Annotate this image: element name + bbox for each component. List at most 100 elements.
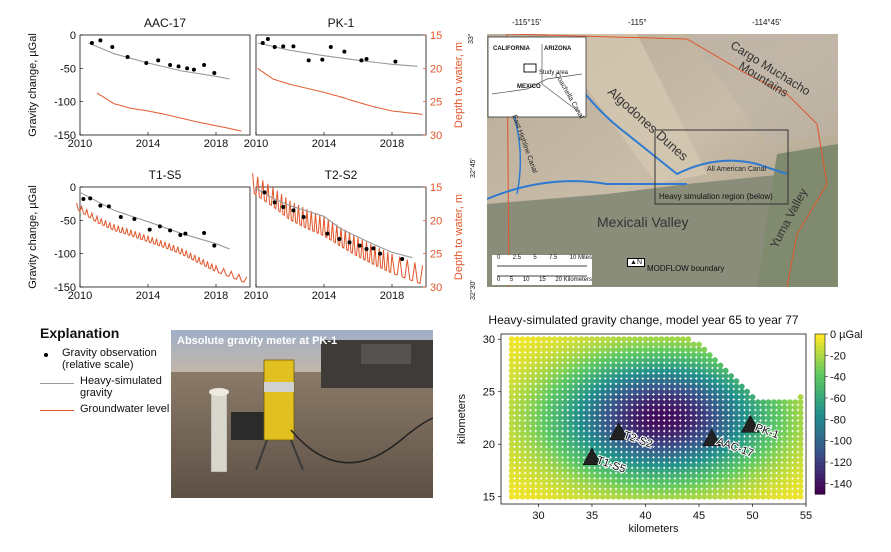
map-lat-tick-0: 33°	[468, 33, 475, 44]
gravity-observation-point	[364, 247, 369, 251]
x-tick-label: 2018	[204, 290, 228, 302]
gravity-observation-point	[320, 57, 325, 62]
map-canvas	[487, 34, 838, 287]
inset-label-mexico: MEXICO	[517, 84, 541, 90]
legend-label-observation: Gravity observation (relative scale)	[62, 347, 157, 371]
gravity-observation-point	[272, 45, 277, 49]
y-tick-label: -150	[54, 282, 76, 294]
map-lon-tick-1: -115°	[628, 18, 647, 27]
gravity-observation-point	[325, 231, 330, 236]
explanation-legend: Explanation Gravity observation (relativ…	[40, 325, 180, 415]
gravity-observation-point	[110, 45, 115, 49]
x-tick-label: 2010	[244, 138, 268, 150]
y-tick-label: -100	[54, 97, 76, 109]
gravity-observation-point	[183, 231, 188, 236]
gravity-observation-point	[364, 57, 369, 61]
panel-frame	[79, 34, 251, 136]
simulated-gravity-line	[88, 42, 230, 80]
gravity-observation-point	[147, 227, 152, 232]
y2-tick-label: 15	[430, 182, 442, 194]
study-area-map: Algodones Dunes Cargo Muchacho Mountains…	[487, 34, 838, 287]
y2-tick-label: 25	[430, 249, 442, 261]
gravity-observation-point	[291, 208, 296, 213]
gravity-observation-point	[89, 41, 94, 45]
legend-label-simulated: Heavy-simulated gravity	[80, 375, 162, 399]
scale-km-0: 0	[497, 277, 501, 283]
y-axis-label-right: Depth to water, m	[453, 42, 465, 128]
scale-mi-3: 7.5	[548, 255, 558, 261]
legend-item-groundwater: Groundwater level	[40, 403, 180, 415]
scale-mi-2: 5	[533, 255, 537, 261]
y-tick-label: 0	[70, 182, 76, 194]
y2-tick-label: 30	[430, 282, 442, 294]
gravity-observation-point	[337, 237, 342, 241]
map-lat-tick-2: 32°30'	[470, 280, 477, 300]
gravity-observation-point	[359, 58, 364, 63]
groundwater-line	[252, 173, 424, 285]
y2-tick-label: 25	[430, 97, 442, 109]
gravity-observation-point	[378, 251, 383, 256]
x-tick-label: 2014	[136, 290, 160, 302]
gravity-observation-point	[306, 58, 311, 63]
north-label: N	[636, 259, 642, 266]
gravity-meter-photo: Absolute gravity meter at PK-1	[171, 330, 433, 498]
gravity-observation-point	[301, 215, 306, 219]
map-label-modflow: MODFLOW boundary	[647, 264, 725, 273]
y-axis-label-left: Gravity change, µGal	[27, 33, 39, 137]
gravity-observation-point	[185, 66, 190, 71]
orange-line-icon	[40, 410, 74, 411]
gravity-observation-point	[371, 246, 376, 251]
panel-title: T2-S2	[325, 168, 358, 182]
scale-km-3: 15	[539, 277, 546, 283]
map-lat-tick-1: 32°45'	[470, 158, 477, 178]
y2-tick-label: 30	[430, 130, 442, 142]
groundwater-line	[257, 67, 423, 115]
gravity-observation-point	[342, 49, 347, 54]
inset-label-study-area: Study area	[539, 70, 569, 76]
gravity-observation-point	[357, 243, 362, 248]
gravity-observation-point	[262, 190, 267, 195]
x-tick-label: 2018	[380, 138, 404, 150]
map-label-mexicali: Mexicali Valley	[597, 214, 689, 230]
gravity-observation-point	[176, 64, 181, 69]
gravity-observation-point	[98, 38, 103, 43]
gravity-observation-point	[157, 224, 162, 229]
gravity-observation-point	[272, 200, 277, 205]
y-axis-label-right: Depth to water, m	[453, 194, 465, 280]
map-lon-tick-0: -115°15'	[512, 18, 542, 27]
simulated-gravity-line	[79, 191, 230, 250]
gravity-observation-point	[125, 55, 130, 59]
gravity-observation-point	[168, 63, 173, 67]
gravity-observation-point	[88, 196, 93, 201]
panel-title: PK-1	[328, 16, 355, 30]
gravity-observation-point	[98, 203, 103, 208]
y2-tick-label: 20	[430, 63, 442, 75]
y-tick-label: -50	[60, 63, 76, 75]
scale-mi-4: 10 Miles	[569, 255, 592, 261]
north-arrow-icon: ▲N	[627, 258, 645, 267]
gravity-observation-point	[168, 228, 173, 233]
gravity-observation-point	[400, 257, 405, 261]
gravity-observation-point	[118, 215, 123, 219]
y2-tick-label: 20	[430, 215, 442, 227]
x-tick-label: 2014	[312, 290, 336, 302]
gravity-observation-point	[328, 45, 333, 49]
y-tick-label: 0	[70, 30, 76, 42]
groundwater-line	[96, 92, 242, 132]
y-axis-label-left: Gravity change, µGal	[27, 185, 39, 289]
gravity-observation-point	[202, 231, 207, 235]
scale-miles-row: 0 2.5 5 7.5 10 Miles	[497, 255, 592, 261]
legend-item-simulated: Heavy-simulated gravity	[40, 375, 180, 399]
legend-item-observation: Gravity observation (relative scale)	[40, 347, 180, 371]
simulated-gravity-line	[257, 42, 418, 67]
gravity-observation-point	[106, 204, 111, 209]
gravity-observation-point	[393, 59, 398, 64]
photo-scene	[171, 330, 433, 498]
inset-label-arizona: ARIZONA	[544, 46, 572, 52]
gravity-observation-point	[132, 217, 137, 221]
dot-icon	[44, 353, 48, 357]
gravity-observation-point	[281, 44, 286, 49]
gravity-observation-point	[212, 71, 217, 75]
y2-tick-label: 15	[430, 30, 442, 42]
